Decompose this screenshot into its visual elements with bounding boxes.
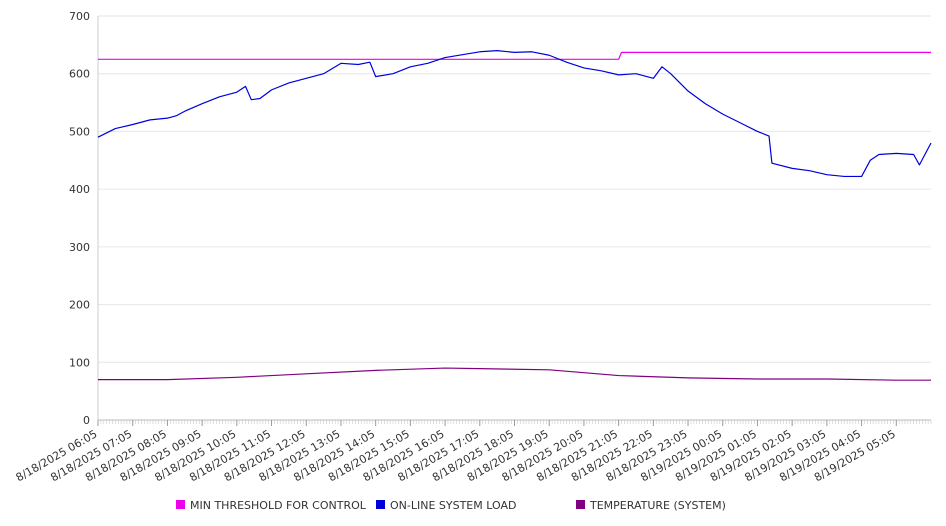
legend-swatch [176,500,185,509]
y-tick-label: 0 [83,414,90,427]
series-line-1 [98,51,931,60]
y-tick-label: 300 [69,241,90,254]
legend-swatch [376,500,385,509]
legend-swatch [576,500,585,509]
y-tick-label: 500 [69,125,90,138]
series-line-3 [98,367,931,381]
legend-label: MIN THRESHOLD FOR CONTROL [190,499,367,512]
y-tick-label: 700 [69,10,90,23]
legend-label: TEMPERATURE (SYSTEM) [589,499,726,512]
y-tick-label: 200 [69,299,90,312]
y-tick-label: 400 [69,183,90,196]
legend-label: ON-LINE SYSTEM LOAD [390,499,516,512]
series-line-2 [97,50,932,178]
y-tick-label: 600 [69,68,90,81]
y-tick-label: 100 [69,356,90,369]
